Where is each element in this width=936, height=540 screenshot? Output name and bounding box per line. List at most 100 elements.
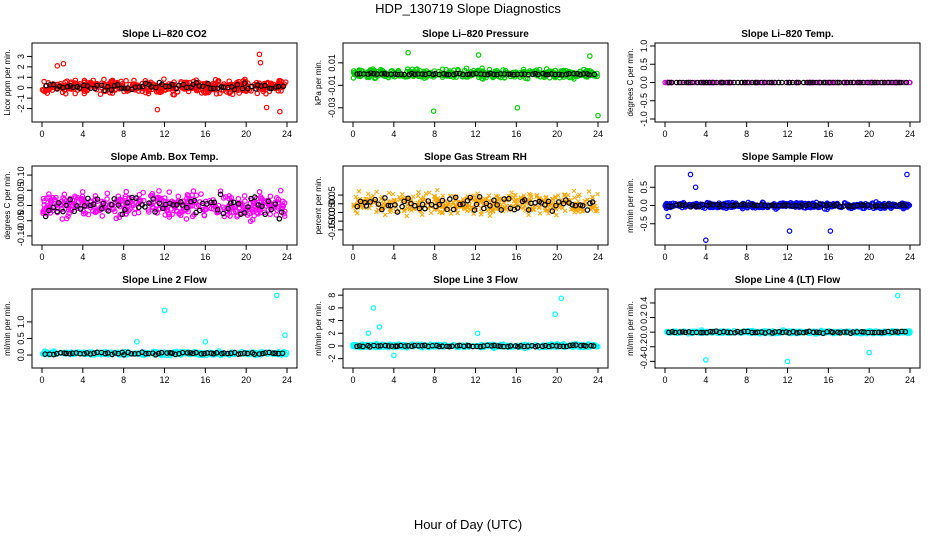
data-point	[586, 189, 592, 194]
reference-point	[436, 201, 442, 208]
plot-frame	[342, 42, 609, 123]
data-point	[594, 70, 600, 77]
data-point	[140, 189, 146, 196]
y-tick-label: -1	[16, 94, 26, 102]
reference-point	[682, 201, 689, 208]
reference-point	[276, 215, 283, 222]
data-point	[113, 215, 120, 222]
data-point	[432, 201, 437, 206]
reference-point	[467, 194, 474, 201]
reference-point	[443, 71, 450, 78]
reference-point	[234, 81, 241, 88]
reference-point	[549, 208, 556, 214]
data-point	[440, 193, 446, 199]
reference-point	[850, 203, 857, 209]
data-point	[273, 212, 280, 218]
x-tick-label: 4	[703, 129, 708, 139]
data-point	[229, 91, 236, 98]
reference-point	[231, 86, 238, 93]
data-point	[175, 193, 182, 200]
x-tick-label: 24	[593, 129, 603, 139]
reference-point	[375, 201, 382, 207]
y-tick-label: -0.5	[639, 93, 649, 109]
reference-point	[280, 83, 287, 90]
data-point	[547, 203, 553, 208]
reference-point	[690, 202, 696, 209]
reference-point	[114, 82, 121, 88]
x-tick-label: 20	[241, 375, 251, 385]
data-point	[521, 193, 527, 198]
reference-point	[511, 71, 517, 78]
data-point	[514, 104, 521, 111]
data-point	[97, 91, 104, 97]
y-tick-label: -2	[16, 105, 26, 113]
y-tick-label: 0.5	[16, 332, 26, 345]
data-point	[166, 214, 173, 220]
data-point	[374, 189, 380, 195]
data-point	[81, 88, 88, 94]
data-point	[595, 191, 600, 197]
data-point	[587, 53, 593, 59]
data-point	[866, 349, 872, 356]
data-point	[595, 112, 601, 119]
reference-point	[265, 198, 272, 205]
x-tick-label: 20	[552, 129, 562, 139]
data-point	[252, 207, 259, 213]
data-point	[520, 205, 526, 211]
reference-point	[60, 208, 66, 215]
y-tick-label: 0.01	[327, 54, 337, 72]
data-point	[577, 192, 582, 198]
data-point	[60, 60, 67, 67]
y-axis-label: degrees C per min.	[3, 171, 12, 239]
reference-point	[668, 203, 675, 210]
data-point	[392, 198, 397, 204]
reference-point	[118, 85, 125, 92]
x-tick-label: 4	[80, 252, 85, 262]
y-axis-label: ml/min per min.	[314, 301, 323, 356]
data-point	[123, 188, 130, 195]
reference-point	[834, 79, 841, 86]
reference-point	[481, 71, 488, 78]
data-point	[63, 215, 70, 222]
reference-point	[225, 205, 232, 212]
reference-point	[184, 204, 190, 211]
reference-point	[363, 203, 370, 209]
reference-point	[826, 79, 833, 86]
data-point	[427, 190, 432, 196]
data-point	[460, 196, 466, 202]
data-point	[353, 194, 359, 200]
data-point	[198, 191, 204, 197]
reference-point	[872, 79, 878, 86]
reference-point	[371, 70, 377, 77]
reference-point	[227, 200, 234, 206]
data-point	[513, 192, 518, 198]
x-tick-label: 24	[593, 375, 603, 385]
data-point	[773, 206, 779, 212]
reference-point	[368, 70, 374, 76]
data-point	[242, 198, 248, 204]
data-point	[571, 188, 577, 194]
data-point	[495, 194, 501, 199]
reference-point	[481, 205, 487, 212]
reference-point	[230, 199, 237, 206]
reference-point	[676, 79, 683, 86]
data-point	[157, 87, 164, 94]
data-point	[552, 311, 558, 318]
reference-point	[845, 203, 851, 209]
reference-point	[235, 201, 242, 207]
reference-point	[685, 79, 692, 86]
reference-point	[800, 79, 807, 86]
reference-point	[119, 211, 126, 218]
data-point	[117, 196, 123, 203]
data-point	[408, 208, 414, 213]
reference-point	[804, 79, 810, 86]
data-point	[168, 206, 174, 212]
data-point	[452, 202, 458, 208]
reference-point	[543, 71, 549, 78]
data-point	[442, 204, 448, 210]
reference-point	[405, 195, 411, 202]
data-point	[526, 212, 531, 218]
y-tick-label: 0.5	[639, 58, 649, 71]
reference-point	[411, 202, 418, 209]
